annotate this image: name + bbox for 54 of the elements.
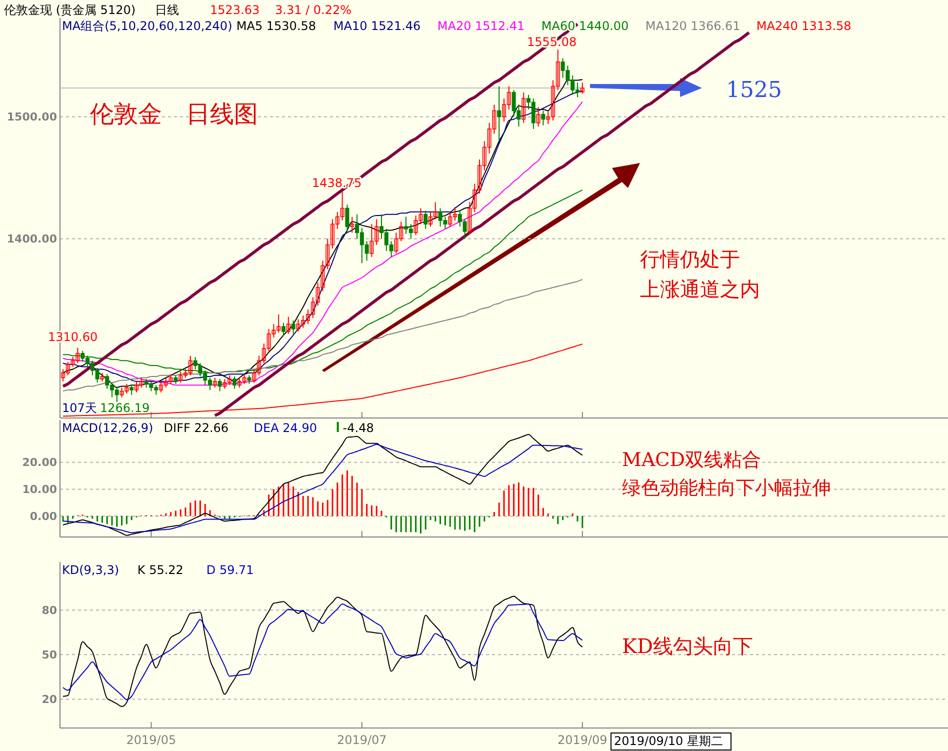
candlestick [541,110,546,126]
candlestick [291,320,296,334]
candlestick [424,210,428,230]
candlestick [580,82,584,94]
text: MA240 1313.58 [756,19,852,33]
legend-title: MA组合(5,10,20,60,120,240) [62,19,232,33]
y-tick-label: 1500.00 [6,110,58,124]
x-tick-label: 2019/07 [336,733,387,747]
x-tick-label: 2019/05 [126,733,176,747]
text: 3.31 / 0.22% [275,3,352,17]
chart-title: 伦敦金现 (贵金属 5120) [4,3,136,17]
text: MA120 1366.61 [645,19,740,33]
y-tick-label: 1400.00 [6,232,58,246]
text: 1523.63 [210,3,260,17]
annotation: MACD双线粘合绿色动能柱向下小幅拉伸 [622,449,831,499]
text: MA5 1530.58 [236,19,316,33]
candlestick [286,316,290,334]
text: MA60 1440.00 [541,19,629,33]
line-series [62,344,583,417]
legend-label: -4.48 [342,421,374,435]
y-tick-label: 10.00 [22,483,58,496]
annotation: 伦敦金 日线图 [90,100,258,128]
text: MA20 1512.41 [437,19,525,33]
candlestick [522,92,526,124]
candlestick [212,377,217,388]
y-tick-label: 80 [42,604,58,617]
candlestick [345,204,350,234]
text: D 59.71 [206,563,254,577]
chart-subtitle: 日线 [155,3,179,17]
legend-title: MACD(12,26,9) [62,421,154,435]
text: K 55.22 [137,563,184,577]
y-tick-label: 20.00 [22,456,58,470]
text: 2019/09/10 星期二 [614,734,723,748]
annotation: KD线勾头向下 [622,634,753,658]
annotation: 1266.19 [100,401,150,415]
y-tick-label: 50 [42,648,58,662]
candlestick [130,384,134,396]
candlestick [497,86,502,142]
text: DIFF 22.66 [164,421,229,435]
candlestick [350,216,354,234]
annotation: 107天 [62,401,97,415]
text: DEA 24.90 [254,421,318,435]
annotation: 1310.60 [48,330,98,344]
annotation: 1525 [726,78,782,103]
annotation: 行情仍处于上涨通道之内 [640,247,760,301]
legend-title: KD(9,3,3) [62,563,120,577]
text: MA10 1521.46 [333,19,421,33]
candlestick [218,378,222,392]
candlestick [282,322,286,337]
y-tick-label: 0.00 [30,510,58,523]
candlestick [232,376,236,390]
y-tick-label: 20 [42,693,58,706]
candlestick [536,106,540,128]
x-tick-label: 2019/09 [557,733,608,747]
